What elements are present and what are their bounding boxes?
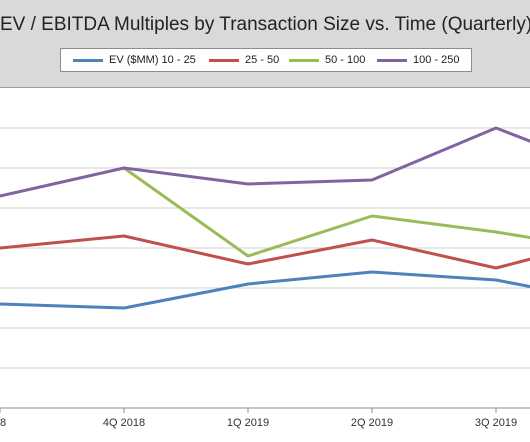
- x-tick-label-4: 3Q 2019: [475, 417, 517, 429]
- legend-label-2: 25 - 50: [245, 54, 280, 66]
- series-line-4: [0, 126, 530, 198]
- chart-title: EV / EBITDA Multiples by Transaction Siz…: [0, 14, 530, 35]
- legend-item-4: 100 - 250: [377, 49, 459, 71]
- legend-swatch-3: [289, 58, 319, 62]
- series-line-3: [122, 166, 530, 258]
- x-tick-label-0: 18: [0, 417, 6, 429]
- legend-item-3: 50 - 100: [289, 49, 365, 71]
- legend: EV ($MM) 10 - 25 25 - 50 50 - 100 100 - …: [60, 48, 472, 72]
- legend-swatch-1: [73, 58, 103, 62]
- x-tick-label-3: 2Q 2019: [351, 417, 393, 429]
- x-tick-label-1: 4Q 2018: [103, 417, 145, 429]
- legend-label-1: EV ($MM) 10 - 25: [109, 54, 196, 66]
- legend-label-4: 100 - 250: [413, 54, 460, 66]
- legend-label-3: 50 - 100: [325, 54, 366, 66]
- legend-item-2: 25 - 50: [209, 49, 279, 71]
- chart-header: EV / EBITDA Multiples by Transaction Siz…: [0, 0, 530, 88]
- series-line-1: [0, 270, 530, 310]
- legend-item-1: EV ($MM) 10 - 25: [73, 49, 196, 71]
- legend-swatch-2: [209, 58, 239, 62]
- series-line-2: [0, 234, 530, 270]
- x-tick-label-2: 1Q 2019: [227, 417, 269, 429]
- legend-swatch-4: [377, 58, 407, 62]
